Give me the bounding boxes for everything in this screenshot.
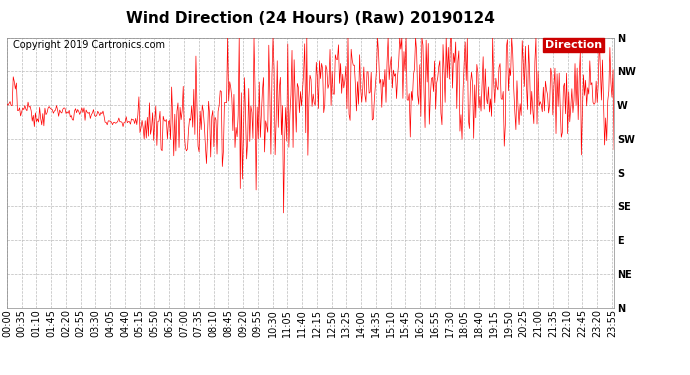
Text: Wind Direction (24 Hours) (Raw) 20190124: Wind Direction (24 Hours) (Raw) 20190124: [126, 11, 495, 26]
Text: Copyright 2019 Cartronics.com: Copyright 2019 Cartronics.com: [13, 40, 165, 50]
Text: Direction: Direction: [545, 40, 602, 50]
